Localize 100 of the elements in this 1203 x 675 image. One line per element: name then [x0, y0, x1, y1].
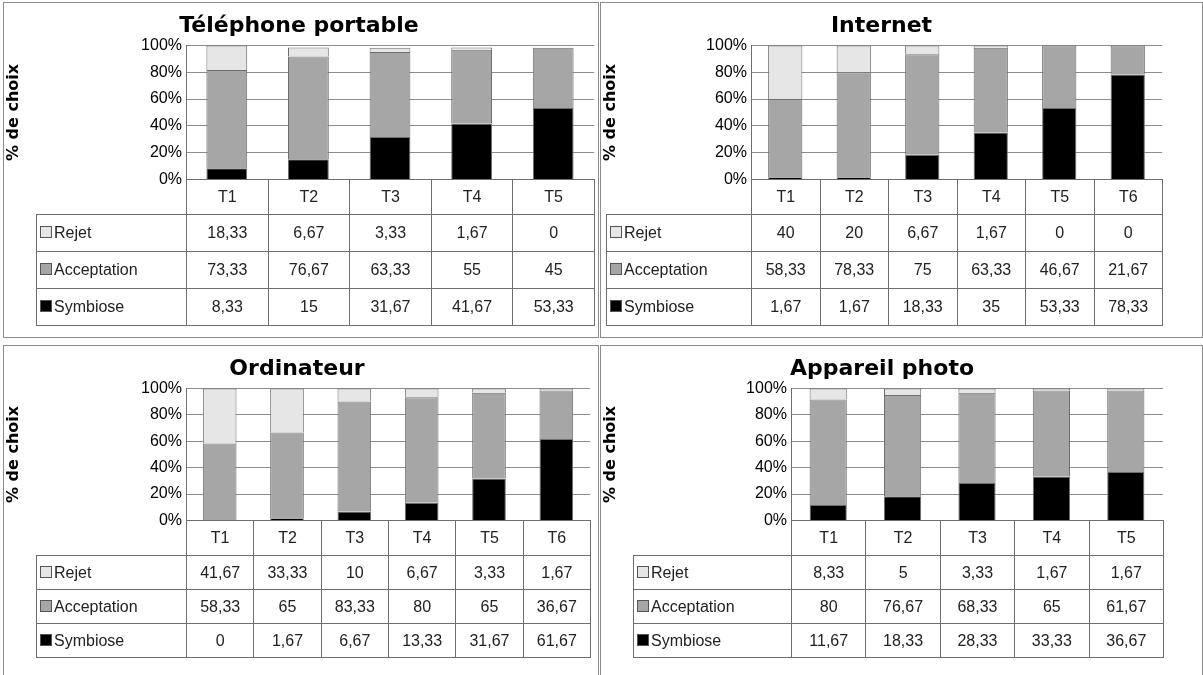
legend-label: Symbiose — [606, 288, 752, 326]
data-label: 3,33 — [455, 555, 524, 590]
data-label: 1,67 — [1014, 555, 1090, 590]
x-tick-label: T6 — [1094, 179, 1163, 215]
x-tick-label: T2 — [865, 520, 941, 556]
data-label: 58,33 — [186, 589, 254, 624]
legend-label: Symbiose — [36, 623, 187, 658]
x-tick-label: T2 — [268, 179, 350, 215]
data-label: 76,67 — [268, 251, 350, 289]
data-label: 8,33 — [791, 555, 866, 590]
y-tick-label: 80% — [149, 62, 182, 80]
data-label: 1,67 — [751, 288, 820, 326]
data-label: 65 — [253, 589, 322, 624]
data-label: 41,67 — [431, 288, 513, 326]
y-axis-title: % de choix — [2, 63, 22, 161]
data-label: 6,67 — [268, 214, 350, 252]
chart-title: Ordinateur — [229, 354, 365, 380]
legend-label: Rejet — [606, 214, 752, 252]
chart-title: Internet — [830, 11, 933, 37]
data-label: 58,33 — [751, 251, 820, 289]
x-tick-label: T2 — [253, 520, 322, 556]
data-label: 83,33 — [321, 589, 389, 624]
y-tick-label: 60% — [714, 89, 747, 107]
x-tick-label: T2 — [820, 179, 889, 215]
x-tick-label: T1 — [751, 179, 820, 215]
chart-title: Appareil photo — [789, 354, 975, 380]
y-tick-label: 80% — [754, 405, 787, 423]
x-tick-label: T4 — [431, 179, 513, 215]
legend-label: Rejet — [36, 214, 187, 252]
data-label: 18,33 — [888, 288, 957, 326]
data-label: 68,33 — [940, 589, 1015, 624]
y-tick-label: 0% — [763, 510, 787, 528]
data-label: 75 — [888, 251, 957, 289]
x-tick-label: T1 — [791, 520, 866, 556]
data-label: 36,67 — [523, 589, 591, 624]
x-tick-label: T4 — [388, 520, 456, 556]
data-label: 18,33 — [865, 623, 941, 658]
x-tick-label: T5 — [1025, 179, 1094, 215]
data-label: 1,67 — [253, 623, 322, 658]
x-tick-label: T3 — [888, 179, 957, 215]
data-label: 73,33 — [186, 251, 269, 289]
data-label: 35 — [957, 288, 1026, 326]
y-tick-label: 80% — [714, 62, 747, 80]
data-label: 13,33 — [388, 623, 456, 658]
data-label: 0 — [512, 214, 595, 252]
x-tick-label: T3 — [349, 179, 432, 215]
y-tick-label: 0% — [158, 169, 182, 187]
legend-label: Rejet — [633, 555, 792, 590]
data-label: 0 — [1094, 214, 1163, 252]
data-label: 3,33 — [349, 214, 432, 252]
data-label: 31,67 — [455, 623, 524, 658]
y-tick-label: 20% — [149, 143, 182, 161]
data-label: 80 — [791, 589, 866, 624]
data-label: 6,67 — [321, 623, 389, 658]
data-label: 1,67 — [820, 288, 889, 326]
legend-label: Symbiose — [633, 623, 792, 658]
data-label: 15 — [268, 288, 350, 326]
data-label: 31,67 — [349, 288, 432, 326]
legend-label: Rejet — [36, 555, 187, 590]
data-label: 21,67 — [1094, 251, 1163, 289]
data-label: 61,67 — [523, 623, 591, 658]
data-label: 41,67 — [186, 555, 254, 590]
y-axis-title: % de choix — [2, 405, 22, 503]
data-label: 33,33 — [253, 555, 322, 590]
x-tick-label: T4 — [1014, 520, 1090, 556]
data-label: 61,67 — [1089, 589, 1164, 624]
y-tick-label: 100% — [141, 35, 182, 53]
y-tick-label: 40% — [714, 116, 747, 134]
y-tick-label: 60% — [754, 431, 787, 449]
legend-label: Acceptation — [633, 589, 792, 624]
data-label: 10 — [321, 555, 389, 590]
data-label: 0 — [1025, 214, 1094, 252]
y-tick-label: 40% — [754, 458, 787, 476]
y-tick-label: 20% — [754, 484, 787, 502]
y-tick-label: 100% — [706, 35, 747, 53]
data-label: 6,67 — [388, 555, 456, 590]
x-tick-label: T3 — [940, 520, 1015, 556]
y-tick-label: 0% — [723, 169, 747, 187]
y-tick-label: 100% — [141, 378, 182, 396]
data-label: 53,33 — [512, 288, 595, 326]
y-tick-label: 20% — [714, 143, 747, 161]
y-tick-label: 80% — [149, 405, 182, 423]
data-label: 55 — [431, 251, 513, 289]
y-tick-label: 40% — [149, 458, 182, 476]
data-label: 36,67 — [1089, 623, 1164, 658]
x-tick-label: T5 — [455, 520, 524, 556]
data-label: 78,33 — [1094, 288, 1163, 326]
data-label: 53,33 — [1025, 288, 1094, 326]
y-tick-label: 60% — [149, 89, 182, 107]
data-label: 46,67 — [1025, 251, 1094, 289]
data-label: 33,33 — [1014, 623, 1090, 658]
x-tick-label: T6 — [523, 520, 591, 556]
legend-label: Acceptation — [606, 251, 752, 289]
x-tick-label: T1 — [186, 179, 269, 215]
y-axis-title: % de choix — [599, 63, 619, 161]
y-tick-label: 20% — [149, 484, 182, 502]
data-label: 3,33 — [940, 555, 1015, 590]
data-label: 5 — [865, 555, 941, 590]
data-label: 1,67 — [957, 214, 1026, 252]
y-tick-label: 40% — [149, 116, 182, 134]
